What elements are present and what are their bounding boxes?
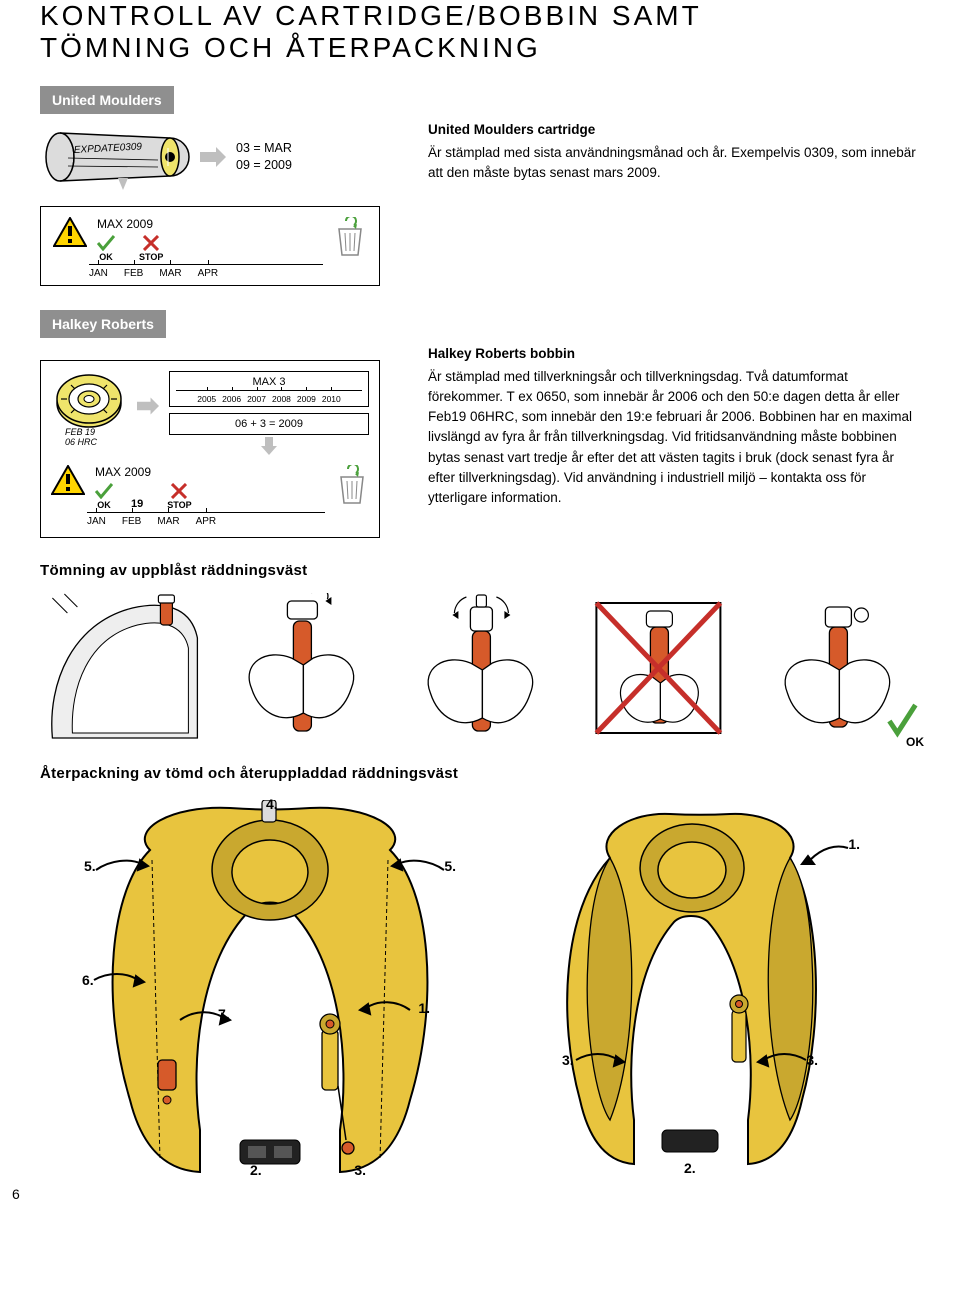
num-r1: 1. (848, 836, 860, 852)
deflate-step-2 (219, 593, 384, 743)
um-text: United Moulders cartridge Är stämplad me… (428, 86, 920, 286)
um-heading: United Moulders cartridge (428, 120, 920, 140)
um-date-calc: 03 = MAR 09 = 2009 (236, 140, 292, 175)
um-months-row: JAN FEB MAR APR (89, 264, 323, 279)
repack-illustrations: 4. 5. 5. 6. 7. 1. 2. 3. (40, 800, 920, 1180)
warning-icon (53, 217, 87, 247)
num-r2: 2. (684, 1160, 696, 1176)
arrow-down-icon (261, 437, 277, 455)
page-title: KONTROLL AV CARTRIDGE/BOBBIN SAMT TÖMNIN… (40, 0, 920, 64)
um-label-box: United Moulders (40, 86, 174, 114)
deflate-illustrations: OK (40, 593, 920, 743)
um-body: Är stämplad med sista användningsmånad o… (428, 143, 920, 184)
x-icon (143, 235, 159, 251)
deflate-step-3 (398, 593, 563, 743)
hr-heading: Halkey Roberts bobbin (428, 344, 920, 364)
deflate-step-ok: OK (755, 593, 920, 743)
num-5a: 5. (84, 858, 96, 874)
hr-calc-box: 06 + 3 = 2009 (169, 413, 369, 435)
repack-heading: Återpackning av tömd och återuppladdad r… (40, 765, 920, 782)
check-icon (97, 235, 115, 251)
hr-label-box: Halkey Roberts (40, 310, 166, 338)
num-2: 2. (250, 1162, 262, 1178)
deflate-ok-label: OK (906, 735, 924, 749)
num-4: 4. (266, 796, 278, 812)
hr-max-label: MAX 2009 (95, 465, 325, 479)
title-line2: TÖMNING OCH ÅTERPACKNING (40, 32, 541, 63)
vest-left: 4. 5. 5. 6. 7. 1. 2. 3. (90, 800, 450, 1180)
um-timeline-box: MAX 2009 OK STOP (40, 206, 380, 286)
hr-text: Halkey Roberts bobbin Är stämplad med ti… (428, 310, 920, 538)
hr-year-rule: MAX 3 2005 2006 2007 2008 2009 2010 (169, 371, 369, 407)
um-ok-cell: OK (97, 235, 115, 262)
num-1: 1. (418, 1000, 430, 1016)
num-r3a: 3. (562, 1052, 574, 1068)
halkey-roberts-section: Halkey Roberts (40, 310, 920, 538)
hr-body: Är stämplad med tillverkningsår och till… (428, 367, 920, 509)
num-5b: 5. (444, 858, 456, 874)
svg-text:06 HRC: 06 HRC (65, 437, 98, 447)
hr-19-cell: 19 (131, 499, 143, 510)
bobbin-icon: FEB 19 06 HRC (51, 371, 127, 447)
warning-icon (51, 465, 85, 495)
check-icon (95, 483, 113, 499)
vest-right: 1. 3. 3. 2. (510, 800, 870, 1180)
num-3: 3. (354, 1162, 366, 1178)
recycle-bin-icon (335, 465, 369, 505)
united-moulders-section: United Moulders EXPDATE0309 (40, 86, 920, 286)
title-line1: KONTROLL AV CARTRIDGE/BOBBIN SAMT (40, 0, 702, 31)
x-icon (171, 483, 187, 499)
deflate-step-wrong (576, 593, 741, 743)
hr-ok-cell: OK (95, 483, 113, 510)
svg-text:FEB 19: FEB 19 (65, 427, 95, 437)
deflate-heading: Tömning av uppblåst räddningsväst (40, 562, 920, 579)
page-number: 6 (12, 1186, 20, 1202)
arrow-right-icon (137, 397, 159, 415)
arrow-right-icon (200, 147, 226, 167)
deflate-step-1 (40, 593, 205, 743)
um-max-label: MAX 2009 (97, 217, 323, 231)
um-stop-cell: STOP (139, 235, 163, 262)
cartridge-icon: EXPDATE0309 (40, 122, 190, 192)
recycle-bin-icon (333, 217, 367, 257)
hr-stop-cell: STOP (167, 483, 191, 510)
num-7: 7. (218, 1006, 230, 1022)
num-6: 6. (82, 972, 94, 988)
num-r3b: 3. (806, 1052, 818, 1068)
hr-months-row: JAN FEB MAR APR (87, 512, 325, 527)
